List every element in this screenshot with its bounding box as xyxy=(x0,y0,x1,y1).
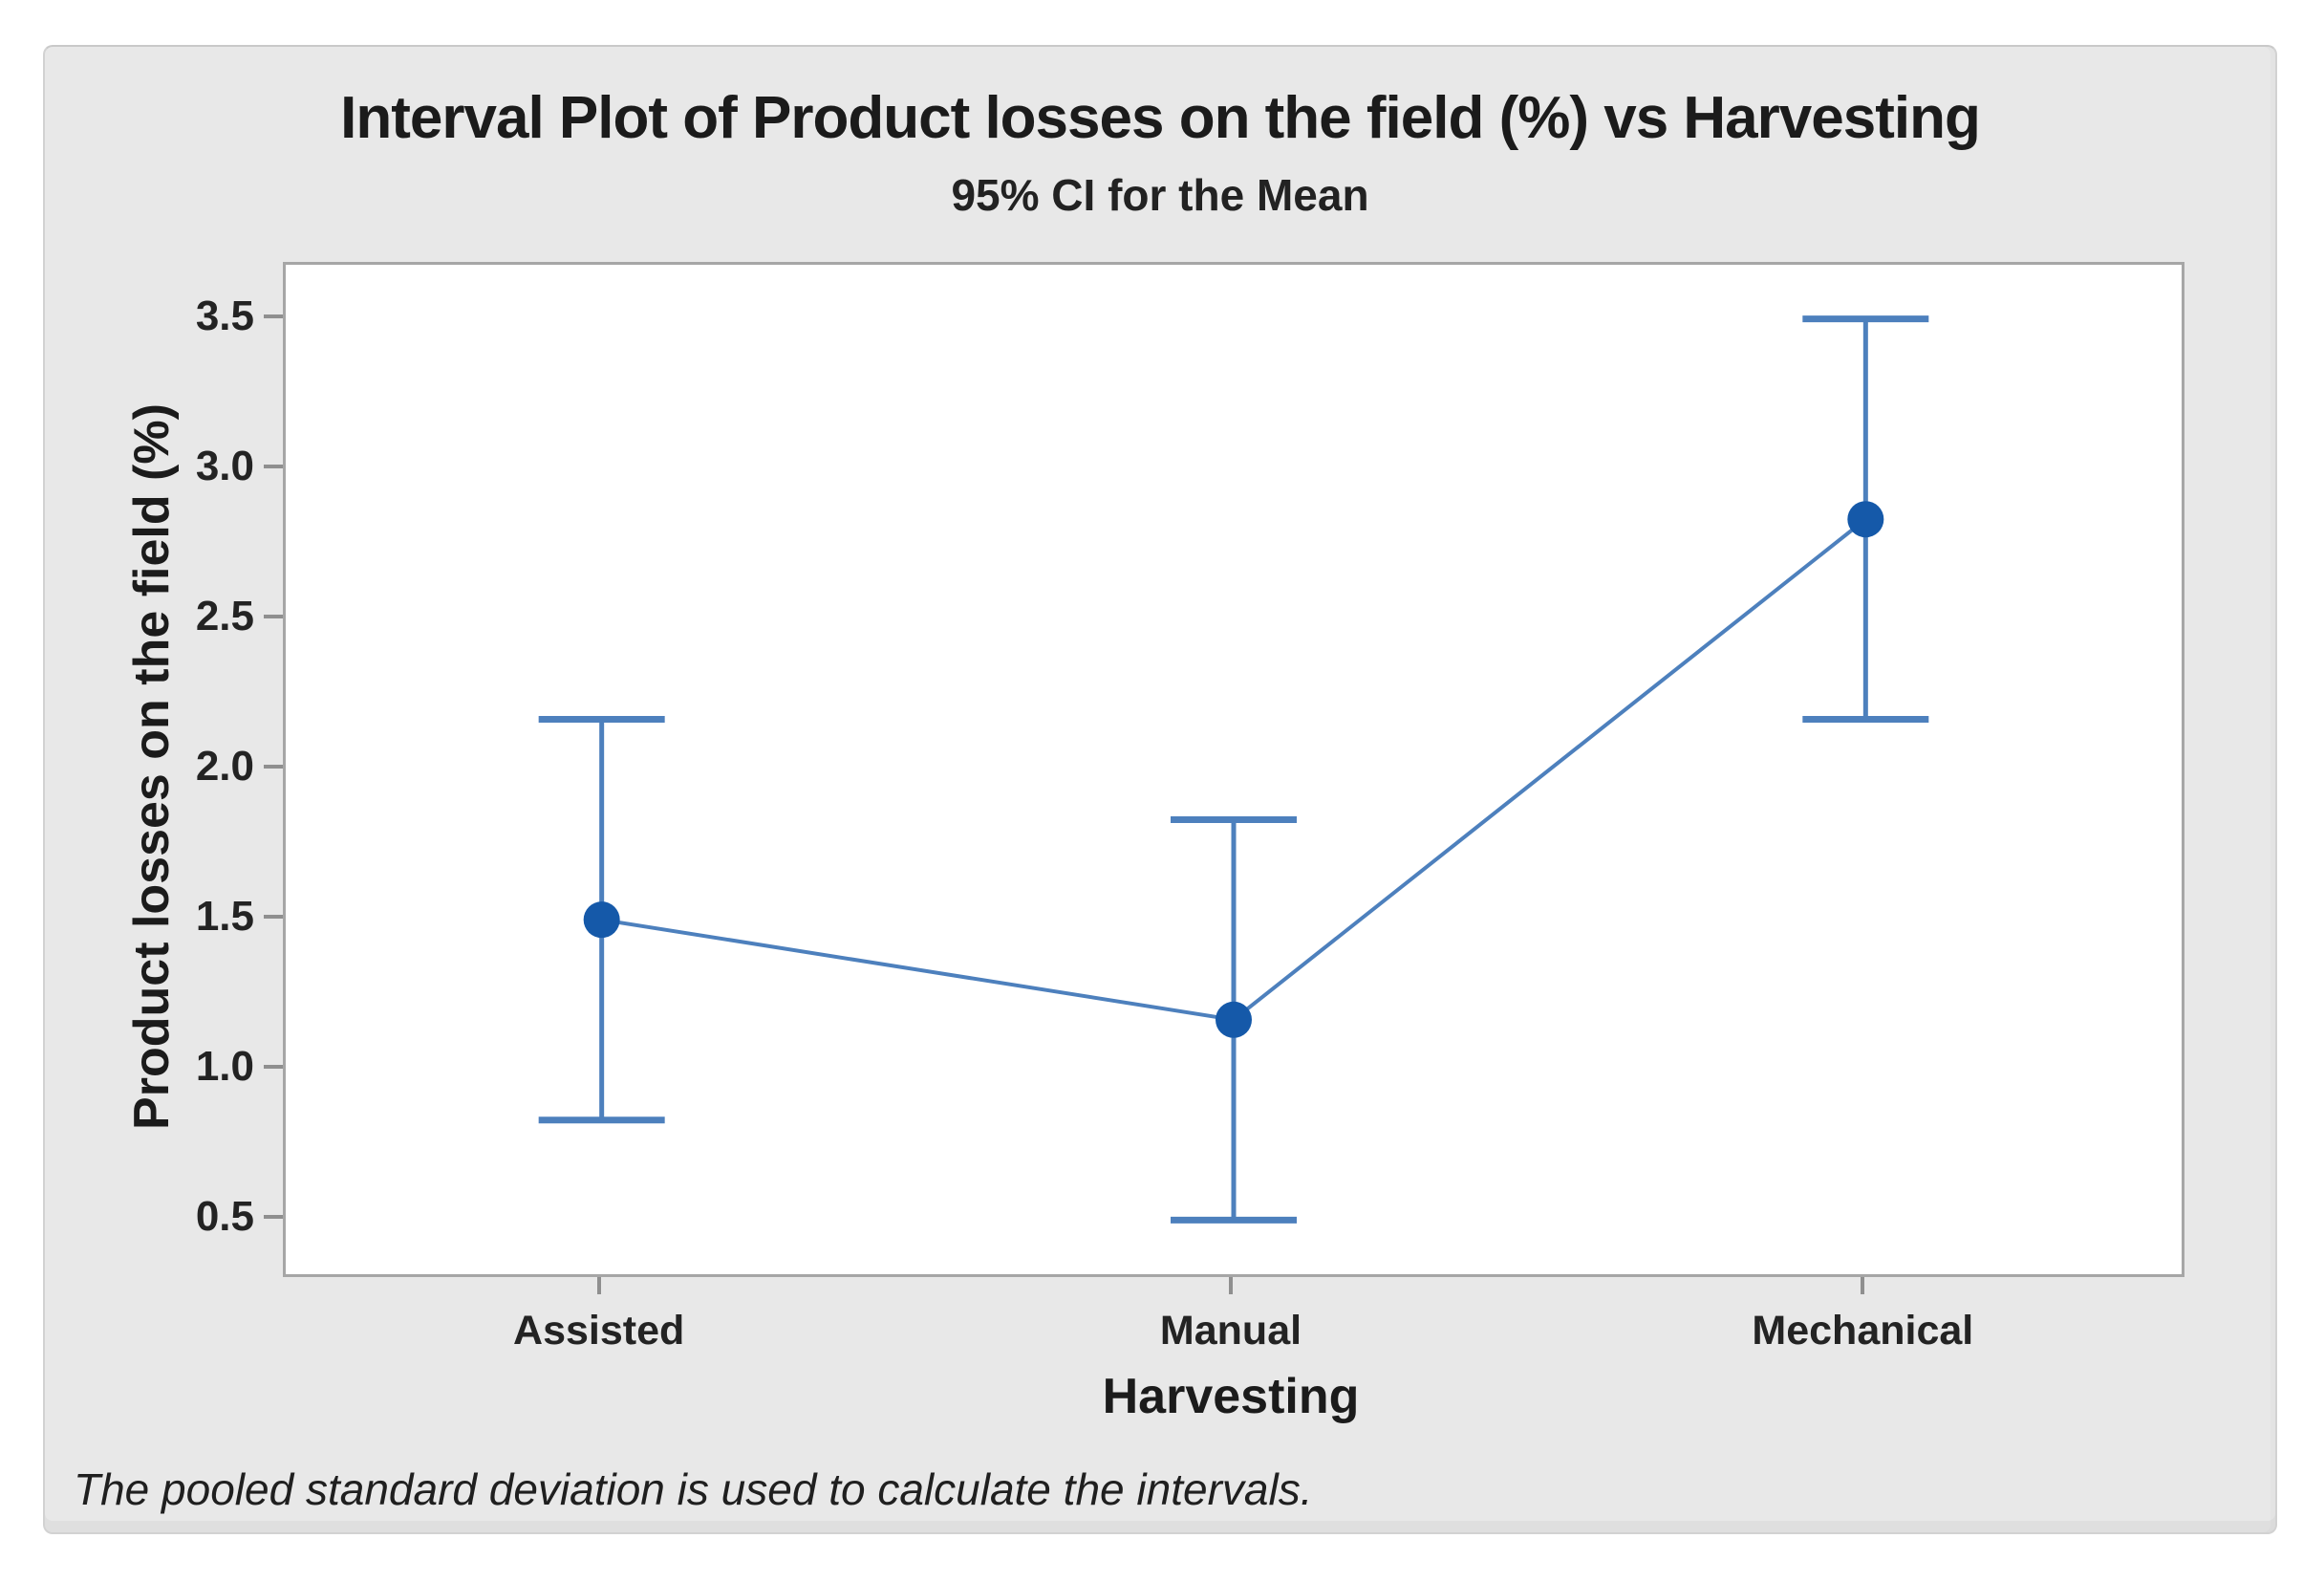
y-tick-label: 2.5 xyxy=(195,592,254,639)
chart-subtitle: 95% CI for the Mean xyxy=(951,170,1369,220)
x-axis-title: Harvesting xyxy=(1102,1369,1360,1424)
x-category-label: Mechanical xyxy=(1752,1308,1974,1354)
y-tick-label: 0.5 xyxy=(195,1193,254,1241)
y-tick-label: 3.0 xyxy=(195,442,254,489)
y-tick-mark xyxy=(264,1215,283,1220)
chart-title: Interval Plot of Product losses on the f… xyxy=(340,85,1981,151)
mean-marker xyxy=(583,901,620,939)
graph-canvas: Interval Plot of Product losses on the f… xyxy=(43,45,2277,1534)
y-tick-mark xyxy=(264,614,283,618)
x-tick-mark xyxy=(1229,1277,1233,1294)
plot-area xyxy=(283,262,2184,1277)
y-tick-mark xyxy=(264,314,283,318)
pooled-sd-footnote: The pooled standard deviation is used to… xyxy=(74,1464,1313,1514)
x-tick-mark xyxy=(596,1277,601,1294)
y-tick-mark xyxy=(264,915,283,920)
y-tick-mark xyxy=(264,1065,283,1070)
y-tick-label: 2.0 xyxy=(195,743,254,790)
y-tick-mark xyxy=(264,765,283,769)
y-axis-title: Product losses on the field (%) xyxy=(124,403,180,1130)
interval-plot-svg xyxy=(538,315,1929,1224)
x-category-label: Assisted xyxy=(513,1308,685,1354)
x-tick-mark xyxy=(1861,1277,1865,1294)
y-tick-label: 3.5 xyxy=(195,292,254,339)
y-tick-mark xyxy=(264,464,283,468)
mean-marker xyxy=(1847,501,1884,538)
x-category-label: Manual xyxy=(1159,1308,1302,1354)
y-tick-label: 1.5 xyxy=(195,893,254,941)
mean-marker xyxy=(1216,1001,1252,1038)
y-tick-label: 1.0 xyxy=(195,1043,254,1091)
